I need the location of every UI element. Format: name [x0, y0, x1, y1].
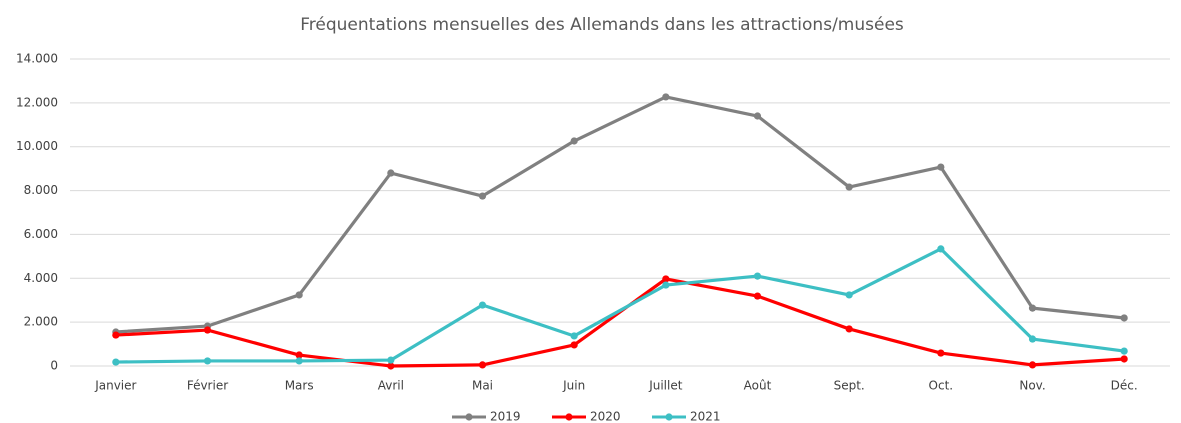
data-point: [845, 291, 853, 299]
data-point: [845, 325, 853, 333]
x-tick-label: Janvier: [94, 379, 136, 393]
data-point: [1120, 314, 1128, 322]
y-tick-label: 8.000: [24, 183, 58, 197]
data-point: [570, 137, 578, 145]
series-line: [115, 247, 1125, 364]
data-point: [570, 341, 578, 349]
x-tick-label: Juin: [562, 379, 585, 393]
data-point: [112, 331, 120, 339]
y-tick-label: 6.000: [24, 227, 58, 241]
data-point: [295, 351, 303, 359]
y-tick-label: 12.000: [16, 95, 58, 109]
x-tick-label: Oct.: [929, 379, 954, 393]
series-line: [115, 95, 1125, 334]
data-point: [203, 326, 212, 334]
y-tick-label: 10.000: [16, 139, 58, 153]
legend-marker: [665, 413, 673, 421]
x-tick-label: Août: [744, 379, 772, 393]
legend-marker: [565, 413, 573, 421]
data-point: [295, 291, 303, 299]
data-point: [753, 112, 762, 120]
data-point: [1028, 304, 1037, 312]
data-point: [753, 292, 762, 300]
data-point: [845, 183, 853, 191]
x-tick-label: Nov.: [1019, 379, 1045, 393]
x-tick-label: Avril: [378, 379, 404, 393]
x-tick-label: Mars: [285, 379, 314, 393]
x-tick-label: Juillet: [648, 379, 683, 393]
data-point: [753, 272, 762, 280]
data-point: [1120, 355, 1128, 363]
legend-label: 2019: [490, 410, 521, 423]
data-point: [1120, 347, 1128, 355]
data-point: [937, 245, 945, 253]
data-point: [662, 281, 670, 289]
data-point: [478, 361, 487, 369]
data-point: [1028, 361, 1037, 369]
chart-title: Fréquentations mensuelles des Allemands …: [300, 15, 904, 35]
x-tick-label: Février: [187, 379, 228, 393]
data-point: [112, 358, 120, 366]
legend-label: 2021: [690, 410, 721, 423]
data-point: [478, 192, 487, 200]
y-tick-label: 0: [50, 359, 58, 373]
data-point: [387, 169, 395, 177]
data-point: [387, 362, 395, 370]
legend-marker: [465, 413, 473, 421]
data-point: [1028, 335, 1037, 343]
data-point: [387, 356, 395, 364]
legend-label: 2020: [590, 410, 621, 423]
data-point: [662, 93, 670, 101]
data-point: [937, 349, 945, 357]
x-tick-label: Déc.: [1111, 379, 1138, 393]
data-point: [662, 275, 670, 283]
data-point: [937, 163, 945, 171]
data-point: [203, 357, 212, 365]
x-tick-label: Sept.: [834, 379, 865, 393]
x-tick-label: Mai: [472, 379, 493, 393]
y-tick-label: 14.000: [16, 52, 58, 66]
data-point: [570, 332, 578, 340]
y-tick-label: 4.000: [24, 271, 58, 285]
y-tick-label: 2.000: [24, 315, 58, 329]
data-point: [295, 357, 303, 365]
data-point: [478, 301, 487, 309]
